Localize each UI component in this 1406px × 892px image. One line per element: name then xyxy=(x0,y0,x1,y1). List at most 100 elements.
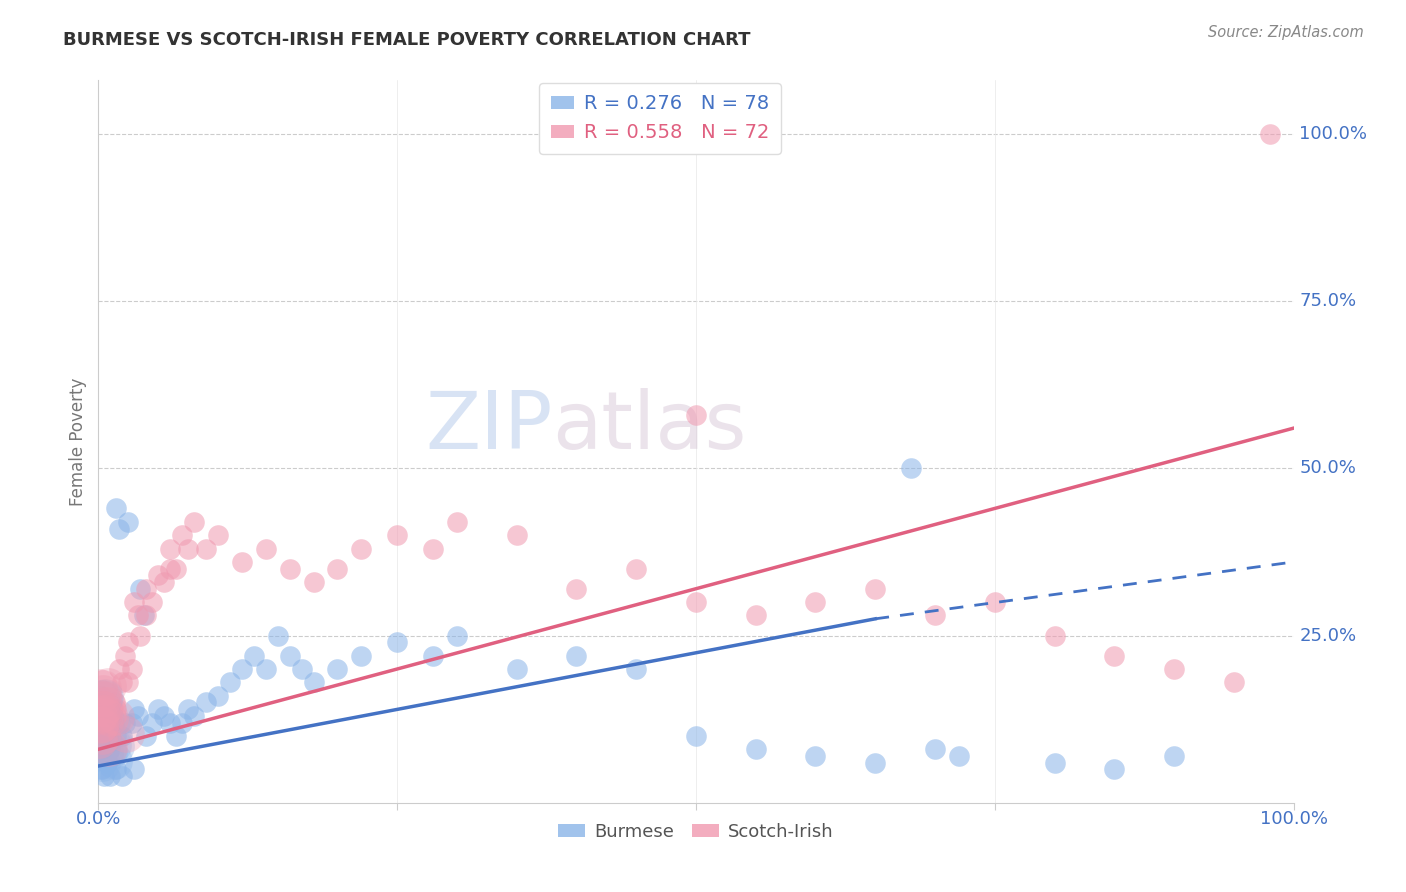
Point xyxy=(1043,756,1066,770)
Point xyxy=(565,648,588,663)
Point xyxy=(97,745,120,759)
Point xyxy=(87,709,110,723)
Point xyxy=(231,555,253,569)
Point xyxy=(91,729,114,743)
Point xyxy=(177,541,200,556)
Point xyxy=(127,708,149,723)
Point xyxy=(98,740,121,755)
Point xyxy=(89,737,111,751)
Point xyxy=(626,562,648,576)
Point xyxy=(124,595,146,609)
Point xyxy=(98,723,121,737)
Point xyxy=(98,729,122,743)
Point xyxy=(183,515,205,529)
Point xyxy=(93,681,115,696)
Point xyxy=(231,662,253,676)
Point xyxy=(93,735,115,749)
Point xyxy=(326,662,349,676)
Point xyxy=(91,702,114,716)
Text: atlas: atlas xyxy=(553,388,747,467)
Point xyxy=(685,729,707,743)
Point xyxy=(127,608,149,623)
Point xyxy=(1163,662,1185,676)
Point xyxy=(172,715,194,730)
Point xyxy=(506,528,529,542)
Point xyxy=(91,723,114,737)
Point xyxy=(124,762,146,776)
Point xyxy=(93,769,115,783)
Point xyxy=(148,568,170,582)
Point xyxy=(90,717,112,731)
Point xyxy=(141,715,163,730)
Point xyxy=(93,706,115,720)
Point xyxy=(101,715,124,730)
Point xyxy=(97,715,120,730)
Point xyxy=(91,742,114,756)
Point xyxy=(98,711,121,725)
Point xyxy=(135,729,157,743)
Point xyxy=(117,635,139,649)
Point xyxy=(243,648,266,663)
Point xyxy=(924,608,946,623)
Point xyxy=(89,702,111,716)
Point xyxy=(254,541,277,556)
Point xyxy=(97,715,120,730)
Point xyxy=(101,738,124,752)
Text: Source: ZipAtlas.com: Source: ZipAtlas.com xyxy=(1208,25,1364,40)
Point xyxy=(101,702,124,716)
Point xyxy=(96,729,118,743)
Point xyxy=(132,608,155,623)
Point xyxy=(207,528,229,542)
Point xyxy=(900,461,922,475)
Point xyxy=(103,754,125,768)
Point xyxy=(108,715,131,730)
Point xyxy=(446,515,468,529)
Point xyxy=(165,562,187,576)
Point xyxy=(91,696,114,710)
Point xyxy=(98,735,121,749)
Point xyxy=(422,648,444,663)
Point xyxy=(924,742,946,756)
Point xyxy=(865,756,887,770)
Point xyxy=(90,691,112,706)
Point xyxy=(96,756,118,770)
Point xyxy=(745,742,768,756)
Point xyxy=(195,696,218,710)
Point xyxy=(105,708,128,723)
Point xyxy=(804,749,827,764)
Point xyxy=(111,675,134,690)
Point xyxy=(1104,762,1126,776)
Point xyxy=(90,729,112,743)
Point xyxy=(103,715,125,730)
Point xyxy=(94,713,117,727)
Point xyxy=(91,756,114,770)
Point xyxy=(114,727,136,741)
Point xyxy=(93,715,115,730)
Point xyxy=(90,689,112,703)
Point xyxy=(129,628,152,642)
Point xyxy=(91,723,114,737)
Point xyxy=(91,709,114,723)
Point xyxy=(121,715,143,730)
Point xyxy=(97,679,120,693)
Point xyxy=(124,702,146,716)
Point xyxy=(135,608,157,623)
Point xyxy=(565,582,588,596)
Point xyxy=(96,708,118,723)
Point xyxy=(177,702,200,716)
Point xyxy=(90,721,112,735)
Point xyxy=(105,762,128,776)
Text: ZIP: ZIP xyxy=(425,388,553,467)
Point xyxy=(94,735,117,749)
Point xyxy=(87,680,110,694)
Point xyxy=(117,675,139,690)
Point xyxy=(87,733,110,747)
Point xyxy=(90,707,112,722)
Point xyxy=(291,662,314,676)
Text: 100.0%: 100.0% xyxy=(1299,125,1368,143)
Point xyxy=(121,662,143,676)
Point xyxy=(153,575,176,590)
Legend: Burmese, Scotch-Irish: Burmese, Scotch-Irish xyxy=(551,815,841,848)
Point xyxy=(141,595,163,609)
Point xyxy=(104,696,127,710)
